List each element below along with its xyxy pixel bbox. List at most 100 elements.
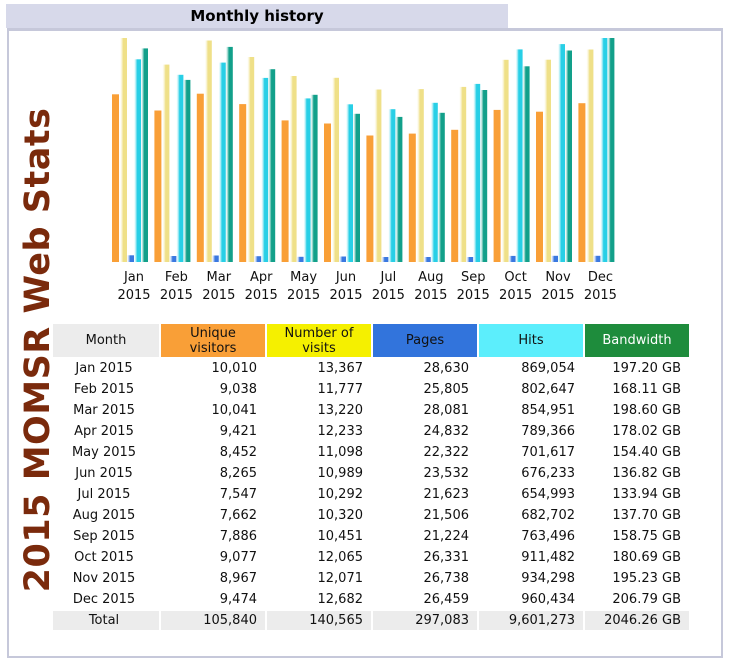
bar-pages-jul <box>381 257 389 262</box>
table-row: May 2015 8,452 11,098 22,322 701,617 154.40 G… <box>53 443 689 462</box>
bar-pages-jun <box>339 256 346 262</box>
table-row: Jul 2015 7,547 10,292 21,623 654,993 133.94 G… <box>53 485 689 504</box>
x-tick-month: Dec <box>588 270 613 285</box>
table-row: Feb 2015 9,038 11,777 25,805 802,647 168.11 G… <box>53 380 689 399</box>
table-row: Mar 2015 10,041 13,220 28,081 854,951 198.60 … <box>53 401 689 420</box>
chart-frame <box>7 28 723 658</box>
x-tick-year: 2015 <box>287 288 320 303</box>
x-tick-year: 2015 <box>499 288 532 303</box>
total-cell-visits: 140,565 <box>267 611 371 630</box>
cell-unique-visitors: 8,967 <box>219 571 257 586</box>
cell-month: Nov 2015 <box>72 571 136 586</box>
bar-visits-dec <box>586 49 594 262</box>
table-row: Oct 2015 9,077 12,065 26,331 911,482 180.69 G… <box>53 548 689 567</box>
bar-pages-oct <box>508 255 516 262</box>
cell-hits: 682,702 <box>521 508 575 523</box>
cell-unique-visitors: 10,041 <box>211 403 258 418</box>
total-cell-hits: 9,601,273 <box>479 611 583 630</box>
cell-bandwidth: 180.69 GB <box>612 550 681 565</box>
cell-hits: 802,647 <box>521 382 575 397</box>
header-pages: Pages <box>373 324 477 357</box>
cell-month: Jan 2015 <box>75 361 133 376</box>
cell-unique-visitors: 9,038 <box>219 382 257 397</box>
x-tick-year: 2015 <box>202 288 235 303</box>
bar-visits-jun <box>332 77 339 262</box>
x-tick-month: Feb <box>165 270 188 285</box>
cell-visits: 13,367 <box>317 361 364 376</box>
x-tick-year: 2015 <box>117 288 150 303</box>
bar-unique-visitors-may <box>281 120 289 263</box>
bar-hits-may <box>303 98 311 263</box>
bar-bandwidth-jun <box>353 113 360 262</box>
table-row: Aug 2015 7,662 10,320 21,506 682,702 137.70 G… <box>53 506 689 525</box>
cell-bandwidth: 195.23 GB <box>612 571 681 586</box>
cell-hits: 911,482 <box>521 550 575 565</box>
cell-bandwidth: 154.40 GB <box>612 445 681 460</box>
bar-visits-nov <box>544 59 551 263</box>
cell-pages: 23,532 <box>423 466 470 481</box>
bar-bandwidth-jul <box>395 116 403 263</box>
total-cell-unique-visitors: 105,840 <box>161 611 265 630</box>
cell-pages: 21,623 <box>423 487 470 502</box>
table-row: Apr 2015 9,421 12,233 24,832 789,366 178.02 G… <box>53 422 689 441</box>
cell-pages: 21,224 <box>423 529 470 544</box>
cell-pages: 21,506 <box>423 508 470 523</box>
bar-pages-may <box>296 256 304 262</box>
table-body: Jan 2015 10,010 13,367 28,630 869,054 197.20 … <box>53 359 689 630</box>
x-tick-month: Apr <box>250 270 273 285</box>
bar-unique-visitors-aug <box>408 133 416 262</box>
x-tick-month: Oct <box>504 270 526 285</box>
header-number-of-visits: Number of visits <box>267 324 371 357</box>
bar-visits-sep <box>459 86 467 263</box>
cell-month: Mar 2015 <box>73 403 135 418</box>
x-tick-month: Mar <box>207 270 232 285</box>
x-tick-year: 2015 <box>584 288 617 303</box>
bar-hits-jul <box>388 109 396 262</box>
bar-pages-nov <box>551 255 558 262</box>
total-cell-month: Total <box>53 611 159 630</box>
cell-pages: 26,459 <box>423 592 470 607</box>
bar-visits-jul <box>374 89 382 262</box>
cell-visits: 13,220 <box>317 403 364 418</box>
cell-hits: 934,298 <box>521 571 575 586</box>
bar-hits-nov <box>558 44 565 262</box>
bar-pages-mar <box>211 255 219 262</box>
cell-unique-visitors: 9,421 <box>219 424 257 439</box>
cell-pages: 25,805 <box>423 382 470 397</box>
bar-bandwidth-jan <box>141 48 148 263</box>
bar-pages-apr <box>254 256 262 262</box>
bar-bandwidth-dec <box>607 38 615 262</box>
cell-visits: 11,098 <box>317 445 364 460</box>
x-tick-year: 2015 <box>541 288 574 303</box>
bar-visits-may <box>289 76 297 262</box>
header-month: Month <box>53 324 159 357</box>
bar-bandwidth-mar <box>225 46 233 263</box>
bar-hits-dec <box>600 38 608 262</box>
header-bandwidth: Bandwidth <box>585 324 689 357</box>
bar-bandwidth-may <box>310 94 318 262</box>
x-tick-year: 2015 <box>329 288 362 303</box>
table-row: Sep 2015 7,886 10,451 21,224 763,496 158.75 G… <box>53 527 689 546</box>
cell-month: Sep 2015 <box>73 529 135 544</box>
cell-unique-visitors: 10,010 <box>211 361 258 376</box>
bar-hits-aug <box>430 102 438 262</box>
header-hits: Hits <box>479 324 583 357</box>
cell-hits: 854,951 <box>521 403 575 418</box>
bar-pages-feb <box>169 256 177 262</box>
cell-bandwidth: 137.70 GB <box>612 508 681 523</box>
x-tick-month: Sep <box>461 270 486 285</box>
cell-hits: 701,617 <box>521 445 575 460</box>
cell-bandwidth: 178.02 GB <box>612 424 681 439</box>
cell-month: Apr 2015 <box>74 424 134 439</box>
bar-unique-visitors-dec <box>578 103 586 262</box>
cell-unique-visitors: 8,265 <box>219 466 257 481</box>
cell-unique-visitors: 9,474 <box>219 592 257 607</box>
bar-bandwidth-aug <box>437 112 445 262</box>
bar-unique-visitors-apr <box>239 104 247 262</box>
cell-month: Jun 2015 <box>75 466 133 481</box>
bar-pages-aug <box>423 257 431 262</box>
cell-month: Aug 2015 <box>72 508 136 523</box>
bar-unique-visitors-nov <box>536 111 543 262</box>
bar-unique-visitors-mar <box>196 93 204 262</box>
bar-pages-dec <box>593 255 601 262</box>
